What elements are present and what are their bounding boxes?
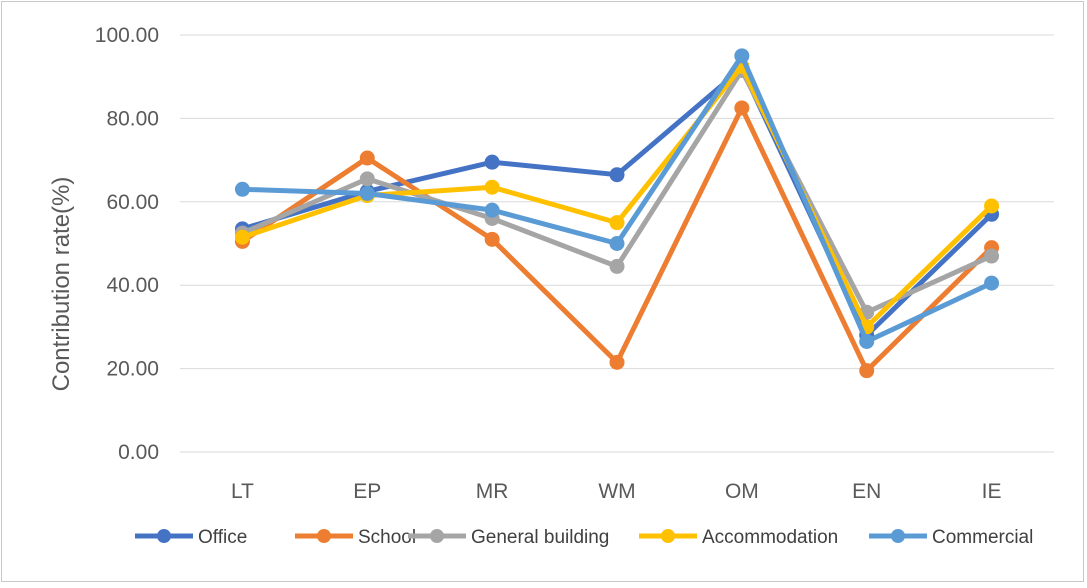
legend-label: General building [471, 527, 609, 548]
data-point [359, 171, 375, 187]
y-axis-label: Contribution rate(%) [48, 177, 75, 392]
data-point [734, 100, 750, 116]
data-point [734, 48, 750, 64]
data-point [359, 150, 375, 166]
legend-label: School [358, 527, 416, 548]
data-point [609, 167, 625, 183]
legend-label: Commercial [932, 527, 1033, 548]
y-tick-label: 40.00 [106, 274, 159, 297]
series-school [234, 100, 1000, 379]
data-point [234, 181, 250, 197]
legend-marker [157, 529, 171, 543]
data-point [609, 236, 625, 251]
x-tick-label: IE [982, 480, 1002, 503]
legend-item: Office [135, 527, 247, 548]
legend-label: Office [198, 527, 247, 548]
data-point [234, 229, 250, 245]
legend-item: Commercial [869, 527, 1033, 548]
y-tick-label: 20.00 [106, 358, 159, 381]
x-tick-label: WM [598, 480, 635, 503]
legend: Office School General building Accommodatio… [135, 527, 1033, 548]
legend-marker [661, 529, 675, 543]
x-axis-tick-labels: LT EP MR WM OM EN IE [231, 480, 1002, 503]
data-point [359, 185, 375, 201]
series-commercial [234, 48, 1000, 349]
y-tick-label: 60.00 [106, 191, 159, 214]
data-point [984, 198, 1000, 214]
series-layer [234, 48, 1000, 379]
x-tick-label: LT [231, 480, 254, 503]
y-tick-label: 80.00 [106, 107, 159, 130]
legend-item: General building [408, 527, 609, 548]
legend-item: School [295, 527, 416, 548]
data-point [484, 231, 500, 247]
x-tick-label: MR [476, 480, 509, 503]
x-tick-label: EP [353, 480, 381, 503]
y-tick-label: 0.00 [118, 441, 159, 464]
x-tick-label: EN [852, 480, 881, 503]
legend-label: Accommodation [702, 527, 838, 548]
data-point [609, 258, 625, 274]
data-point [609, 354, 625, 370]
x-tick-label: OM [725, 480, 759, 503]
legend-marker [430, 529, 444, 543]
data-point [609, 215, 625, 231]
data-point [484, 179, 500, 195]
y-tick-label: 100.00 [95, 24, 159, 47]
legend-item: Accommodation [639, 527, 838, 548]
y-axis-tick-labels: 0.00 20.00 40.00 60.00 80.00 100.00 [95, 24, 159, 464]
data-point [859, 333, 875, 349]
data-point [984, 248, 1000, 264]
legend-marker [891, 529, 905, 543]
data-point [484, 154, 500, 170]
data-point [984, 275, 1000, 291]
legend-marker [317, 529, 331, 543]
data-point [484, 202, 500, 218]
data-point [859, 363, 875, 379]
